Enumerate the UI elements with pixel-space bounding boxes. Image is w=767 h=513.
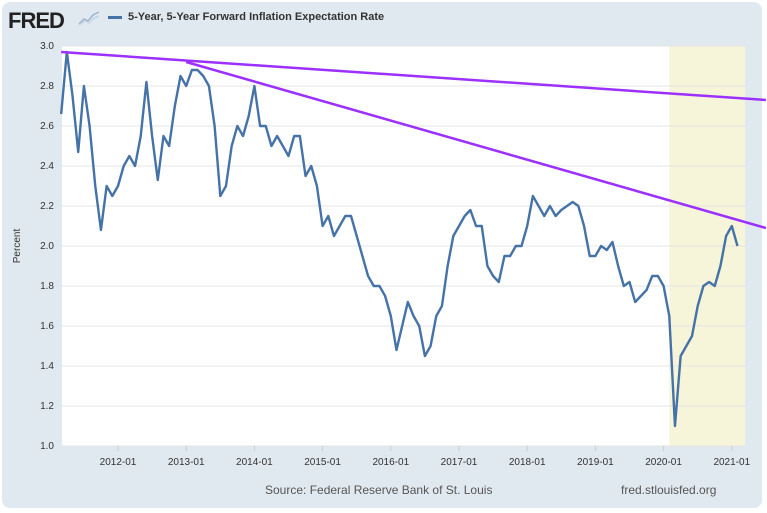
x-tick-label: 2016-01 [372, 457, 409, 468]
x-tick-label: 2013-01 [168, 457, 205, 468]
y-axis-label: Percent [12, 229, 23, 264]
y-tick-label: 1.2 [40, 401, 54, 412]
y-tick-label: 1.0 [40, 441, 54, 452]
trendline [61, 50, 766, 102]
x-tick-label: 2018-01 [509, 457, 546, 468]
x-tick-label: 2019-01 [577, 457, 614, 468]
y-tick-label: 2.2 [40, 201, 54, 212]
y-tick-label: 2.6 [40, 121, 54, 132]
series-line [59, 50, 739, 428]
legend-label: 5-Year, 5-Year Forward Inflation Expecta… [128, 11, 385, 23]
legend: 5-Year, 5-Year Forward Inflation Expecta… [108, 11, 384, 23]
y-tick-label: 2.8 [40, 81, 54, 92]
y-tick-label: 2.4 [40, 161, 54, 172]
y-tick-label: 1.4 [40, 361, 54, 372]
x-tick-label: 2017-01 [441, 457, 478, 468]
line-chart-icon [78, 11, 100, 26]
x-tick-label: 2015-01 [304, 457, 341, 468]
y-tick-label: 1.8 [40, 281, 54, 292]
x-tick-label: 2021-01 [713, 457, 750, 468]
x-tick-label: 2020-01 [645, 457, 682, 468]
y-tick-label: 1.6 [40, 321, 54, 332]
x-tick-label: 2014-01 [236, 457, 273, 468]
site-link[interactable]: fred.stlouisfed.org [621, 483, 717, 497]
x-tick-label: 2012-01 [100, 457, 137, 468]
fred-logo[interactable]: FRED [8, 8, 65, 33]
y-tick-label: 3.0 [40, 41, 54, 52]
legend-swatch [108, 15, 122, 19]
source-text: Source: Federal Reserve Bank of St. Loui… [265, 483, 493, 497]
y-tick-label: 2.0 [40, 241, 54, 252]
trendline [185, 60, 767, 230]
